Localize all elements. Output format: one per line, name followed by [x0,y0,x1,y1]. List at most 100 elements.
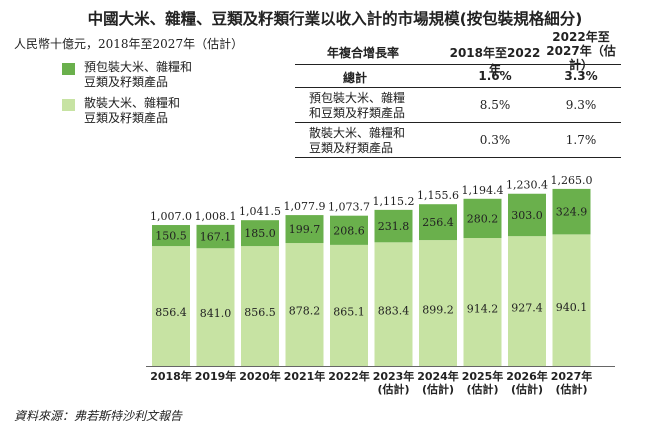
cagr-row-label: 預包裝大米、雜糧 和豆類及籽類產品 [309,91,439,121]
data-label-bulk: 878.2 [289,305,321,318]
data-label-packaged: 208.6 [333,224,365,237]
bar-bulk [196,248,235,366]
x-tick-label: 2026年 [506,369,548,383]
cagr-value-period-2: 1.7% [565,133,597,147]
bar-bulk [552,234,591,366]
data-label-total: 1,265.0 [551,174,593,187]
data-label-total: 1,008.1 [195,210,237,223]
cagr-header-period-2: 2022年至 2027年（估計） [541,30,621,72]
x-tick-label: (估計) [466,382,498,396]
data-label-packaged: 280.2 [467,212,499,225]
data-label-packaged: 231.8 [378,220,410,233]
cagr-value-period-1: 8.5% [479,98,511,112]
x-tick-label: 2020年 [239,369,281,383]
bar-bulk [508,236,546,366]
bar-packaged [552,188,591,235]
bar-packaged [508,193,546,237]
bar-bulk [241,246,279,366]
data-label-bulk: 914.2 [467,302,499,315]
cagr-table-header: 年複合增長率 2018年至2022年 2022年至 2027年（估計） [295,30,621,77]
data-label-total: 1,230.4 [506,179,548,192]
legend-item-bulk: 散裝大米、雜糧和 豆類及籽類產品 [62,96,234,126]
x-tick-label: 2025年 [462,369,504,383]
cagr-value-period-1: 0.3% [479,133,511,147]
source-note: 資料來源：弗若斯特沙利文報告 [14,409,183,423]
x-tick-label: (估計) [377,382,409,396]
cagr-row-bulk: 散裝大米、雜糧和 豆類及籽類產品 0.3% 1.7% [295,123,621,158]
x-tick-label: 2022年 [328,369,370,383]
data-label-packaged: 150.5 [155,230,187,243]
data-label-bulk: 883.4 [378,304,410,317]
data-label-packaged: 256.4 [422,216,454,229]
data-label-bulk: 940.1 [556,301,588,314]
legend-label-line: 豆類及籽類產品 [84,111,169,125]
data-label-total: 1,155.6 [417,189,459,202]
data-label-total: 1,077.9 [284,200,326,213]
chart-title: 中國大米、雜糧、豆類及籽類行業以收入計的市場規模(按包裝規格細分) [87,10,583,28]
bar-packaged [374,209,413,243]
bar-packaged [152,225,190,247]
data-label-bulk: 927.4 [511,302,543,315]
x-tick-label: (估計) [511,382,543,396]
bar-bulk [374,242,413,366]
x-tick-label: (估計) [422,382,454,396]
data-label-packaged: 324.9 [556,206,588,219]
legend-label-line: 預包裝大米、雜糧和 [84,60,193,74]
data-label-packaged: 199.7 [289,223,321,236]
data-label-bulk: 856.4 [155,306,187,319]
bar-bulk [419,240,457,366]
cagr-value-period-2: 3.3% [564,69,598,83]
x-tick-label: 2018年 [150,369,192,383]
cagr-header-period-2-line: 2027年（估計） [546,44,616,72]
cagr-value-period-2: 9.3% [565,98,597,112]
bar-packaged [463,198,502,239]
x-tick-label: 2023年 [373,369,415,383]
data-label-packaged: 303.0 [511,209,543,222]
cagr-row-total: 總計 1.6% 3.3% [295,65,621,88]
x-tick-label: 2027年 [551,369,593,383]
legend: 預包裝大米、雜糧和 豆類及籽類產品 散裝大米、雜糧和 豆類及籽類產品 [62,60,234,132]
cagr-header-period-2-line: 2022年至 [552,30,610,44]
bar-bulk [285,243,324,366]
data-label-total: 1,194.4 [462,184,504,197]
data-label-total: 1,073.7 [328,201,370,214]
data-label-bulk: 899.2 [422,303,454,316]
cagr-table: 年複合增長率 2018年至2022年 2022年至 2027年（估計） 總計 1… [295,30,621,158]
bar-bulk [330,244,368,366]
legend-item-packaged: 預包裝大米、雜糧和 豆類及籽類產品 [62,60,234,90]
x-tick-label: 2019年 [195,369,237,383]
bar-bulk [152,246,190,366]
cagr-row-label: 散裝大米、雜糧和 豆類及籽類產品 [309,126,439,156]
cagr-header-period-1: 2018年至2022年 [449,46,541,77]
cagr-row-label-line: 和豆類及籽類產品 [309,106,406,120]
unit-note: 人民幣十億元，2018年至2027年（估計） [14,37,244,51]
data-label-bulk: 865.1 [333,305,365,318]
x-tick-label: 2021年 [284,369,326,383]
x-tick-label: 2024年 [417,369,459,383]
legend-label-line: 豆類及籽類產品 [84,75,169,89]
bar-packaged [196,224,235,249]
cagr-value-period-1: 1.6% [478,69,512,83]
data-label-bulk: 841.0 [200,307,232,320]
cagr-row-label: 總計 [343,71,368,85]
bar-packaged [241,220,279,247]
cagr-row-packaged: 預包裝大米、雜糧 和豆類及籽類產品 8.5% 9.3% [295,88,621,123]
data-label-bulk: 856.5 [244,306,276,319]
x-tick-label: (估計) [555,382,587,396]
legend-swatch-bulk [62,99,75,111]
cagr-row-label-line: 豆類及籽類產品 [309,141,394,155]
cagr-row-label-line: 預包裝大米、雜糧 [309,91,406,105]
data-label-packaged: 167.1 [200,231,232,244]
bar-packaged [285,215,324,244]
bar-packaged [330,215,368,245]
cagr-header-label: 年複合增長率 [327,46,400,60]
bar-bulk [463,238,502,366]
legend-swatch-packaged [62,63,75,75]
data-label-total: 1,115.2 [373,195,415,208]
bar-packaged [419,204,457,241]
data-label-total: 1,041.5 [239,205,281,218]
data-label-packaged: 185.0 [244,227,276,240]
cagr-row-label-line: 散裝大米、雜糧和 [309,126,406,140]
legend-label-line: 散裝大米、雜糧和 [84,96,181,110]
data-label-total: 1,007.0 [150,210,192,223]
